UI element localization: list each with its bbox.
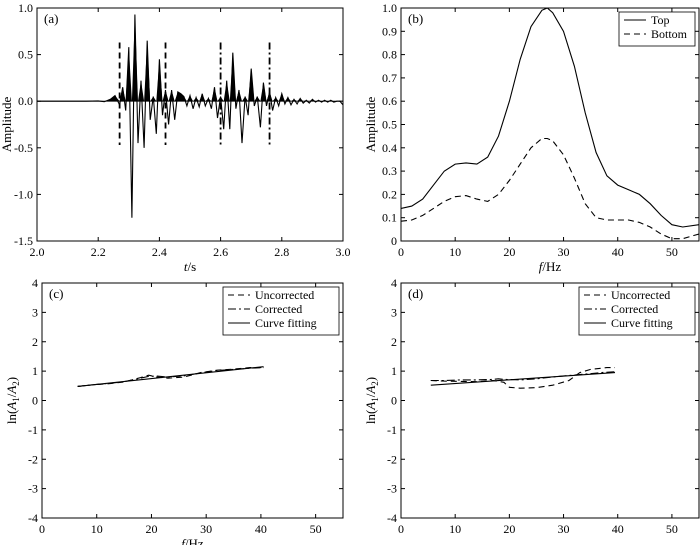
panel-c-ytick-label: -4 [28, 511, 38, 525]
panel-d-series-uncorrected-line [430, 367, 615, 389]
panel-a-series-0-line [37, 14, 343, 218]
panel-d-xtick-label: 10 [449, 522, 461, 536]
panel-d-y-axis-label: ln(A1/A2) [363, 377, 380, 424]
panel-c-legend-label: Curve fitting [255, 316, 317, 330]
panel-c-ytick-label: 4 [32, 276, 38, 290]
panel-c-xtick-label: 40 [255, 522, 267, 536]
panel-b-series-top-line [401, 8, 699, 228]
panel-b-ytick-label: 0.2 [382, 187, 397, 201]
panel-a-xtick-label: 2.2 [91, 245, 106, 259]
panel-c-x-axis-label: f/Hz [181, 536, 204, 545]
panel-c-xtick-label: 10 [91, 522, 103, 536]
panel-b-ytick-label: 0.1 [382, 211, 397, 225]
panel-d-label: (d) [408, 286, 423, 301]
panel-b-frame [400, 7, 700, 242]
panel-a-ytick-label: -1.0 [14, 187, 33, 201]
panel-d-ytick-label: -1 [387, 423, 397, 437]
panel-d-xtick-label: 0 [398, 522, 404, 536]
panel-c-y-axis-label: ln(A1/A2) [4, 377, 21, 424]
panel-d-ytick-label: 0 [391, 394, 397, 408]
panel-a-ytick-label: -0.5 [14, 141, 33, 155]
panel-c-xtick-label: 20 [145, 522, 157, 536]
panel-c-legend-label: Corrected [255, 302, 302, 316]
panel-d-legend-label: Corrected [611, 302, 658, 316]
panel-c-ytick-label: 1 [32, 364, 38, 378]
panel-c-ytick-label: -2 [28, 452, 38, 466]
panel-a-positive-fill [37, 14, 343, 102]
panel-b-ytick-label: 0.4 [382, 141, 397, 155]
panel-c-ytick-label: -3 [28, 482, 38, 496]
panel-b-label: (b) [408, 11, 423, 26]
panel-d-ytick-label: 2 [391, 335, 397, 349]
panel-a-ytick-label: 0.5 [18, 48, 33, 62]
panel-b-ytick-label: 0 [391, 234, 397, 248]
panel-d-xtick-label: 30 [558, 522, 570, 536]
panel-d-xtick-label: 40 [612, 522, 624, 536]
panel-b-ytick-label: 0.6 [382, 94, 397, 108]
panel-a-xtick-label: 2.6 [213, 245, 228, 259]
panel-c-legend-label: Uncorrected [255, 288, 314, 302]
panel-b-xtick-label: 50 [666, 245, 678, 259]
panel-d-ytick-label: -4 [387, 511, 397, 525]
panel-c-frame [41, 282, 344, 519]
panel-d-legend-label: Curve fitting [611, 316, 673, 330]
panel-d-xtick-label: 20 [503, 522, 515, 536]
panel-d-ytick-label: 4 [391, 276, 397, 290]
panel-b-ytick-label: 0.7 [382, 71, 397, 85]
panel-d-ytick-label: 1 [391, 364, 397, 378]
panel-a-label: (a) [44, 11, 58, 26]
panel-a-xtick-label: 2.4 [152, 245, 167, 259]
panel-d-ytick-label: 3 [391, 305, 397, 319]
panel-a-ytick-label: 1.0 [18, 1, 33, 15]
panel-d-series-curve-fitting-line [430, 372, 616, 386]
panel-b-y-axis-label: Amplitude [363, 96, 378, 152]
panel-b-series-bottom-line [401, 137, 699, 240]
panel-b-legend-label: Bottom [651, 27, 688, 41]
panel-b-xtick-label: 10 [449, 245, 461, 259]
panel-c-xtick-label: 0 [39, 522, 45, 536]
panel-c-series-curve-fitting-line [77, 366, 264, 387]
panel-b-xtick-label: 20 [503, 245, 515, 259]
panel-b-xtick-label: 30 [558, 245, 570, 259]
panel-d-ytick-label: -3 [387, 482, 397, 496]
panel-b-ytick-label: 0.5 [382, 118, 397, 132]
panel-b-xtick-label: 0 [398, 245, 404, 259]
panel-c-label: (c) [49, 286, 63, 301]
panel-d-ytick-label: -2 [387, 452, 397, 466]
panel-a-xtick-label: 3.0 [336, 245, 351, 259]
panel-c-ytick-label: -1 [28, 423, 38, 437]
panel-c-xtick-label: 30 [200, 522, 212, 536]
panel-c-ytick-label: 3 [32, 305, 38, 319]
panel-c-ytick-label: 0 [32, 394, 38, 408]
panel-a-x-axis-label: t/s [184, 259, 196, 274]
panel-b-legend-label: Top [651, 13, 670, 27]
panel-c-xtick-label: 50 [310, 522, 322, 536]
panel-d-xtick-label: 50 [666, 522, 678, 536]
panel-b-ytick-label: 0.3 [382, 164, 397, 178]
panel-b-ytick-label: 1.0 [382, 1, 397, 15]
panel-c-ytick-label: 2 [32, 335, 38, 349]
panel-a-ytick-label: -1.5 [14, 234, 33, 248]
panel-b-ytick-label: 0.8 [382, 48, 397, 62]
panel-a-ytick-label: 0.0 [18, 94, 33, 108]
panel-a-xtick-label: 2.0 [30, 245, 45, 259]
panel-b-ytick-label: 0.9 [382, 24, 397, 38]
panel-a-frame [36, 7, 344, 242]
panel-a-y-axis-label: Amplitude [0, 96, 14, 152]
panel-d-frame [400, 282, 700, 519]
panel-b-x-axis-label: f/Hz [539, 259, 562, 274]
panel-a-xtick-label: 2.8 [274, 245, 289, 259]
panel-b-legend-box [618, 11, 696, 47]
panel-b-xtick-label: 40 [612, 245, 624, 259]
panel-d-legend-label: Uncorrected [611, 288, 670, 302]
